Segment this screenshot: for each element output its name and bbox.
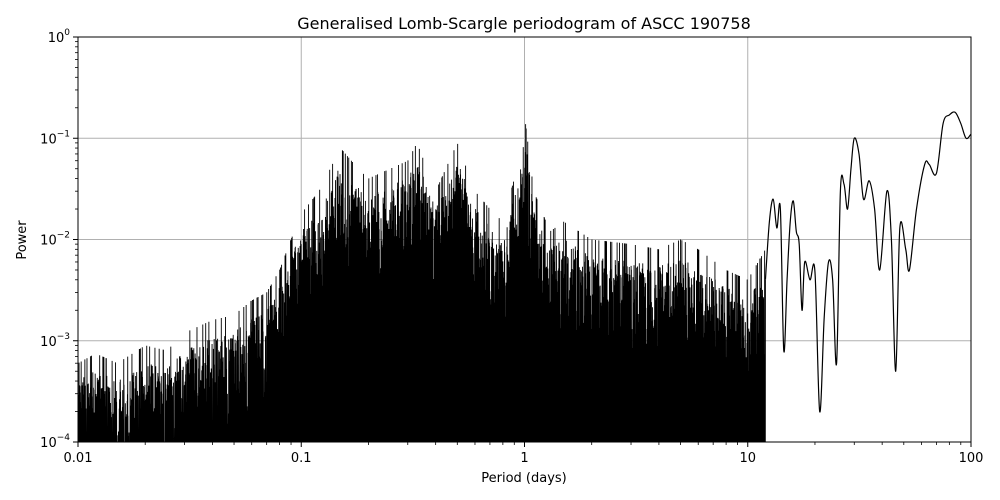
x-axis-label: Period (days): [481, 471, 567, 486]
y-tick-label: 10−4: [40, 433, 70, 451]
x-tick-label: 10: [739, 451, 756, 466]
periodogram-dense-line: [78, 124, 766, 442]
plot-frame: [77, 36, 972, 443]
y-tick-label: 100: [48, 28, 71, 46]
x-tick-label: 1: [520, 451, 528, 466]
y-axis-label: Power: [15, 220, 30, 260]
x-tick-label: 0.01: [64, 451, 93, 466]
y-tick-label: 10−2: [40, 231, 70, 249]
x-tick-label: 0.1: [291, 451, 312, 466]
x-tick-label: 100: [959, 451, 984, 466]
chart-title: Generalised Lomb-Scargle periodogram of …: [297, 14, 751, 33]
data-series: [78, 111, 971, 442]
periodogram-smooth-line: [764, 111, 971, 413]
y-tick-label: 10−3: [40, 332, 70, 350]
axis-ticks: 0.01 0.1 1 10 100 10−4 10−3 10−2 10−1 100: [40, 28, 983, 466]
y-tick-label: 10−1: [40, 129, 70, 147]
